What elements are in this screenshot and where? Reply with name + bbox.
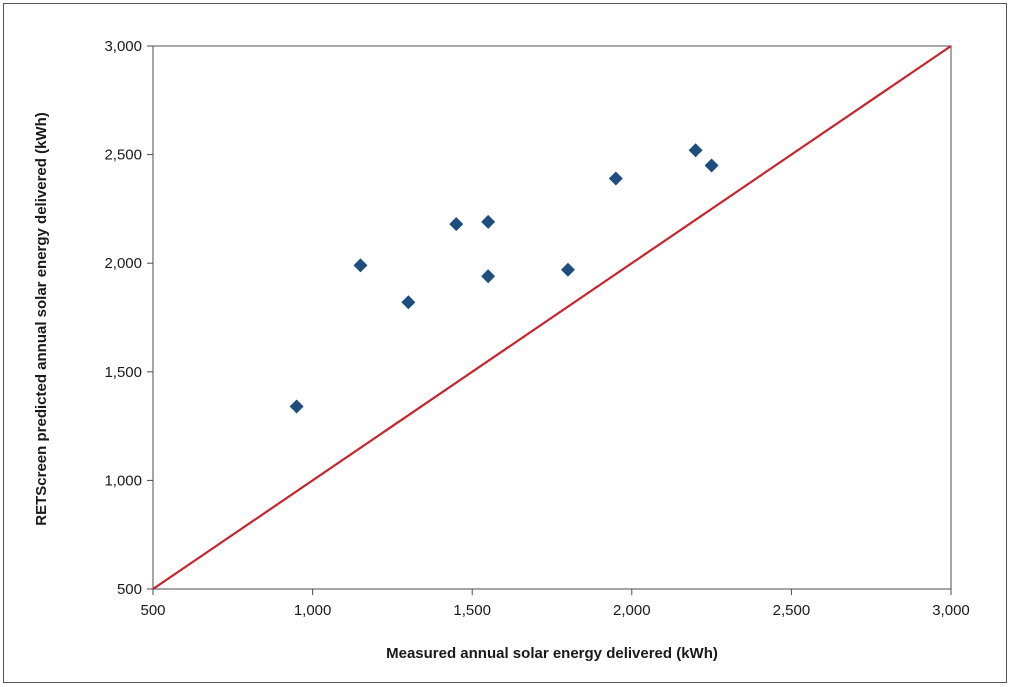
y-tick-label: 1,500 bbox=[104, 364, 142, 381]
data-point bbox=[560, 262, 575, 277]
data-point bbox=[353, 258, 368, 273]
x-axis-title: Measured annual solar energy delivered (… bbox=[386, 645, 718, 662]
y-tick-label: 3,000 bbox=[104, 38, 142, 55]
chart-frame bbox=[3, 3, 1007, 683]
plot-border bbox=[152, 45, 952, 590]
y-tick-label: 2,500 bbox=[104, 147, 142, 164]
plot-area: 500 1,000 1,500 2,000 2,500 3,000 500 1,000 1,50… bbox=[104, 38, 969, 619]
x-tick-label: 2,500 bbox=[773, 602, 811, 619]
y-tick-label: 1,000 bbox=[104, 472, 142, 489]
x-tick-label: 3,000 bbox=[932, 602, 970, 619]
data-point bbox=[481, 269, 496, 284]
data-point bbox=[688, 143, 703, 158]
data-point bbox=[449, 217, 464, 232]
x-tick-label: 1,000 bbox=[294, 602, 332, 619]
data-point bbox=[704, 158, 719, 173]
data-point bbox=[481, 214, 496, 229]
x-tick-label: 500 bbox=[140, 602, 165, 619]
reference-line bbox=[152, 45, 952, 590]
y-tick-label: 2,000 bbox=[104, 255, 142, 272]
y-axis-title: RETScreen predicted annual solar energy … bbox=[33, 112, 50, 525]
x-tick-label: 2,000 bbox=[613, 602, 651, 619]
data-point bbox=[401, 295, 416, 310]
data-point bbox=[608, 171, 623, 186]
x-tick-label: 1,500 bbox=[453, 602, 491, 619]
y-tick-label: 500 bbox=[117, 581, 142, 598]
data-point bbox=[289, 399, 304, 414]
